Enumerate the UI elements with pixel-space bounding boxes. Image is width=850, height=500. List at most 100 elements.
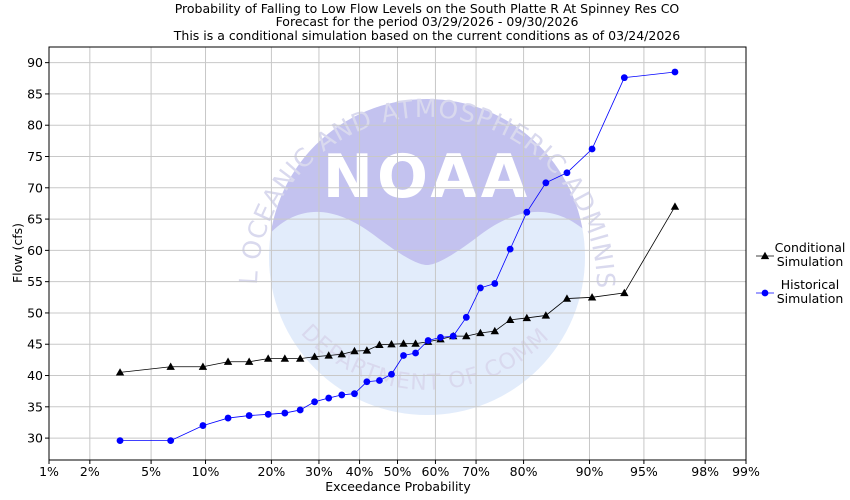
- series-line: [119, 206, 676, 373]
- y-tick-label: 30: [27, 431, 43, 446]
- data-point: [198, 362, 208, 370]
- x-tick-label: 2%: [80, 464, 100, 479]
- x-tick-label: 20%: [258, 464, 286, 479]
- grid-lines: [48, 47, 747, 460]
- data-point: [477, 284, 484, 292]
- data-point: [264, 410, 272, 418]
- data-point: [388, 370, 395, 378]
- data-point: [562, 294, 572, 302]
- x-tick-label: 40%: [346, 464, 374, 479]
- data-point: [224, 414, 232, 422]
- data-point: [338, 391, 346, 399]
- data-point: [400, 352, 407, 359]
- noaa-logo-text: NOAA: [323, 142, 531, 212]
- y-tick-label: 65: [27, 212, 43, 227]
- data-point: [587, 293, 597, 301]
- data-point: [476, 328, 485, 337]
- data-point: [424, 337, 432, 344]
- title-line-1: Probability of Falling to Low Flow Level…: [175, 1, 680, 16]
- data-point: [115, 368, 125, 376]
- data-point: [505, 315, 515, 323]
- data-point: [280, 354, 290, 362]
- data-point: [199, 422, 207, 429]
- legend-marker: [760, 251, 770, 260]
- legend-marker: [761, 289, 769, 297]
- data-point: [245, 412, 253, 419]
- legend-label-line-1: Conditional: [775, 240, 846, 255]
- data-point: [670, 202, 680, 210]
- data-point: [363, 378, 371, 386]
- data-point: [522, 313, 532, 322]
- data-point: [437, 333, 444, 341]
- y-axis-title: Flow (cfs): [10, 223, 25, 283]
- data-point: [399, 339, 408, 347]
- x-tick-label: 10%: [192, 464, 220, 479]
- y-axis-ticks: 30 35 40 45 50 55 60 65 70 75 80 85 90: [27, 55, 49, 446]
- data-point: [325, 394, 333, 402]
- chart-title: Probability of Falling to Low Flow Level…: [173, 1, 680, 43]
- data-point: [295, 354, 305, 362]
- data-point: [588, 145, 596, 153]
- x-axis-ticks: 1% 2% 5% 10% 20% 30% 40% 50% 60% 70% 80% 90% 95% 98% 9…: [39, 460, 760, 479]
- data-point: [620, 288, 629, 297]
- series-conditional-simulation: [115, 202, 680, 376]
- y-tick-label: 60: [27, 243, 43, 258]
- legend-label-line-2: Simulation: [777, 291, 844, 306]
- x-tick-label: 95%: [630, 464, 658, 479]
- data-point: [462, 313, 470, 321]
- data-point: [350, 346, 359, 355]
- title-line-2: Forecast for the period 03/29/2026 - 09/…: [276, 14, 579, 29]
- data-point: [541, 311, 551, 319]
- data-point: [362, 346, 372, 354]
- data-point: [337, 350, 346, 358]
- data-point: [449, 332, 457, 340]
- data-point: [506, 245, 514, 253]
- data-point: [351, 390, 358, 398]
- data-point: [387, 340, 396, 348]
- data-point: [542, 179, 550, 187]
- data-point: [376, 377, 383, 384]
- x-tick-label: 90%: [576, 464, 604, 479]
- y-tick-label: 70: [27, 180, 43, 195]
- data-point: [462, 331, 471, 340]
- x-tick-label: 80%: [510, 464, 538, 479]
- y-tick-label: 50: [27, 305, 43, 320]
- title-line-3: This is a conditional simulation based o…: [173, 28, 680, 43]
- chart-legend: ConditionalSimulationHistoricalSimulatio…: [756, 240, 845, 306]
- y-tick-label: 55: [27, 274, 43, 289]
- x-axis-title: Exceedance Probability: [325, 479, 471, 494]
- x-tick-label: 70%: [462, 464, 490, 479]
- x-tick-label: 98%: [691, 464, 719, 479]
- y-tick-label: 40: [27, 368, 43, 383]
- x-tick-label: 99%: [732, 464, 760, 479]
- y-tick-label: 90: [27, 55, 43, 70]
- data-point: [324, 351, 333, 359]
- x-tick-label: 5%: [141, 464, 161, 479]
- data-point: [263, 354, 273, 362]
- y-tick-label: 35: [27, 399, 43, 414]
- legend-label-line-2: Simulation: [777, 254, 844, 269]
- data-point: [116, 437, 124, 445]
- x-tick-label: 1%: [39, 464, 59, 479]
- data-point: [311, 398, 318, 406]
- data-point: [620, 74, 628, 82]
- legend-label-line-1: Historical: [781, 277, 840, 292]
- data-point: [491, 280, 499, 287]
- data-point: [411, 339, 420, 347]
- y-tick-label: 75: [27, 149, 43, 164]
- data-point: [523, 208, 531, 216]
- x-tick-label: 50%: [384, 464, 412, 479]
- x-tick-label: 30%: [305, 464, 333, 479]
- data-point: [671, 68, 679, 76]
- data-point: [296, 406, 304, 414]
- y-tick-label: 45: [27, 337, 43, 352]
- data-point: [223, 357, 233, 365]
- data-point: [375, 340, 384, 349]
- y-tick-label: 80: [27, 118, 43, 133]
- data-series: [115, 68, 680, 445]
- data-point: [166, 362, 175, 370]
- data-point: [167, 437, 175, 445]
- data-point: [563, 169, 571, 177]
